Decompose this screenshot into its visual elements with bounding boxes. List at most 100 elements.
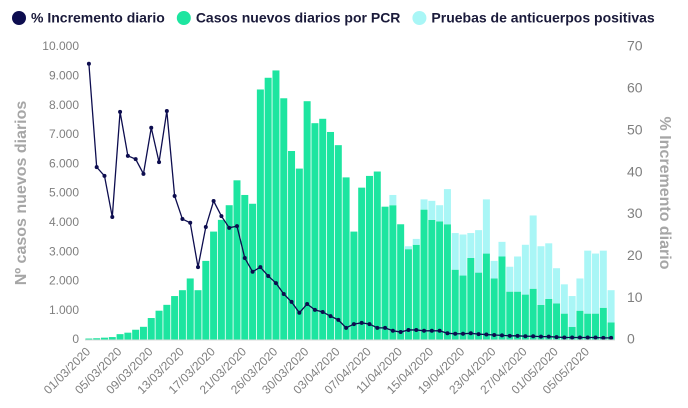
point: [172, 194, 177, 199]
bar: [443, 224, 451, 340]
point: [531, 334, 536, 339]
bar: [506, 291, 514, 340]
legend-text: Pruebas de anticuerpos positivas: [431, 10, 655, 26]
point: [157, 160, 162, 165]
legend-marker: [412, 11, 427, 25]
bar: [280, 98, 288, 341]
y-tick-label: 7.000: [49, 127, 79, 141]
y2-tick-label: 20: [627, 247, 643, 263]
bar: [568, 296, 576, 327]
point: [609, 335, 614, 340]
bar: [381, 206, 389, 340]
point: [390, 328, 395, 333]
y2-tick-label: 10: [627, 289, 643, 305]
y2-tick-label: 0: [627, 331, 635, 347]
bar: [467, 257, 475, 340]
legend-marker: [176, 11, 191, 25]
bar: [490, 278, 498, 340]
point: [196, 265, 201, 270]
bar: [568, 326, 576, 340]
bar: [420, 209, 428, 340]
bar: [459, 275, 467, 340]
bar: [412, 238, 420, 245]
bar: [389, 205, 397, 340]
bar: [397, 224, 405, 340]
bar: [607, 290, 615, 323]
point: [328, 314, 333, 319]
bar: [311, 123, 319, 341]
bar: [186, 278, 194, 340]
bar: [475, 230, 483, 273]
bar: [373, 171, 381, 340]
bar: [436, 221, 444, 340]
bar: [358, 187, 366, 340]
point: [149, 125, 154, 130]
bar: [334, 145, 342, 340]
point: [227, 225, 232, 230]
y-tick-label: 9.000: [49, 68, 79, 82]
bar: [210, 231, 218, 340]
point: [453, 331, 458, 336]
point: [289, 299, 294, 304]
bar: [202, 260, 210, 340]
point: [266, 273, 271, 278]
bar: [288, 151, 296, 340]
bar: [163, 304, 171, 340]
bar: [506, 266, 514, 292]
bar: [350, 231, 358, 340]
point: [203, 224, 208, 229]
point: [546, 334, 551, 339]
bar: [85, 338, 93, 340]
y-tick-label: 4.000: [49, 215, 79, 229]
bar: [225, 205, 233, 340]
bar: [521, 244, 529, 295]
point: [398, 330, 403, 335]
bar: [560, 284, 568, 314]
point: [250, 269, 255, 274]
bar: [93, 338, 101, 340]
bar: [428, 219, 436, 340]
bar: [155, 310, 163, 340]
bar: [599, 307, 607, 340]
point: [281, 291, 286, 296]
point: [320, 309, 325, 314]
bar: [428, 200, 436, 220]
y-tick-label: 5.000: [49, 186, 79, 200]
bar: [327, 131, 335, 340]
point: [211, 199, 216, 204]
bar: [404, 249, 412, 340]
legend-marker: [12, 11, 26, 25]
point: [110, 214, 115, 219]
point: [219, 214, 224, 219]
bar: [443, 189, 451, 225]
point: [344, 325, 349, 330]
point: [515, 333, 520, 338]
point: [133, 157, 138, 162]
point: [125, 153, 130, 158]
bar: [482, 253, 490, 340]
bar: [420, 199, 428, 210]
point: [577, 335, 582, 340]
bar: [529, 215, 537, 289]
point: [601, 335, 606, 340]
point: [367, 322, 372, 327]
bar: [241, 194, 249, 340]
bar: [584, 313, 592, 340]
point: [305, 302, 310, 307]
point: [445, 331, 450, 336]
point: [102, 173, 107, 178]
bar: [545, 243, 553, 299]
bar: [233, 180, 241, 340]
point: [570, 335, 575, 340]
point: [492, 332, 497, 337]
bar: [514, 256, 522, 292]
point: [164, 109, 169, 114]
point: [476, 332, 481, 337]
bar: [132, 329, 140, 340]
bar: [475, 272, 483, 340]
bar: [342, 177, 350, 340]
y2-tick-label: 50: [627, 121, 643, 137]
bar: [529, 288, 537, 340]
y-tick-label: 0: [72, 332, 79, 346]
point: [94, 165, 99, 170]
